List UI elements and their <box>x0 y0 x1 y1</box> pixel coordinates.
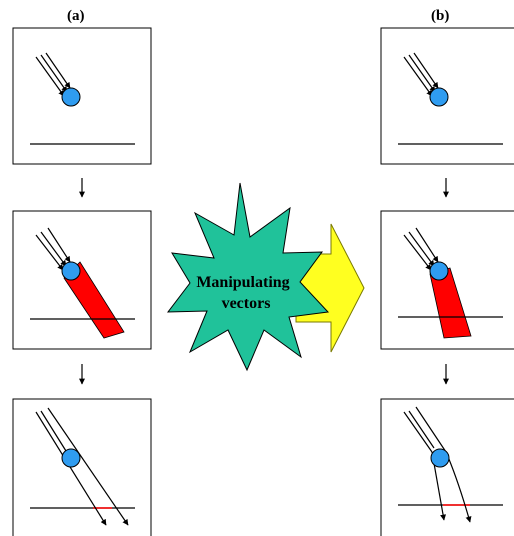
incoming-rays <box>35 227 71 271</box>
center-text-line1: Manipulating <box>196 274 289 291</box>
panel-a2 <box>12 210 152 350</box>
panel-b2 <box>380 210 514 350</box>
panel-b1 <box>380 27 514 165</box>
sphere <box>430 448 450 468</box>
rays <box>35 407 129 526</box>
sphere <box>61 87 81 107</box>
green-starburst <box>166 182 330 372</box>
incoming-rays <box>403 227 439 271</box>
sphere <box>429 261 449 281</box>
panel-a3 <box>12 398 152 536</box>
panel-b3 <box>380 398 514 536</box>
sphere <box>61 448 81 468</box>
column-label-b: (b) <box>431 8 450 24</box>
manipulating-vectors-graphic: Manipulating vectors <box>166 182 365 372</box>
incoming-rays <box>403 52 439 97</box>
sphere <box>429 87 449 107</box>
sphere <box>61 261 81 281</box>
column-label-a: (a) <box>67 8 85 24</box>
incoming-rays <box>35 52 71 97</box>
center-text-line2: vectors <box>222 295 271 312</box>
panel-a1 <box>12 27 152 165</box>
